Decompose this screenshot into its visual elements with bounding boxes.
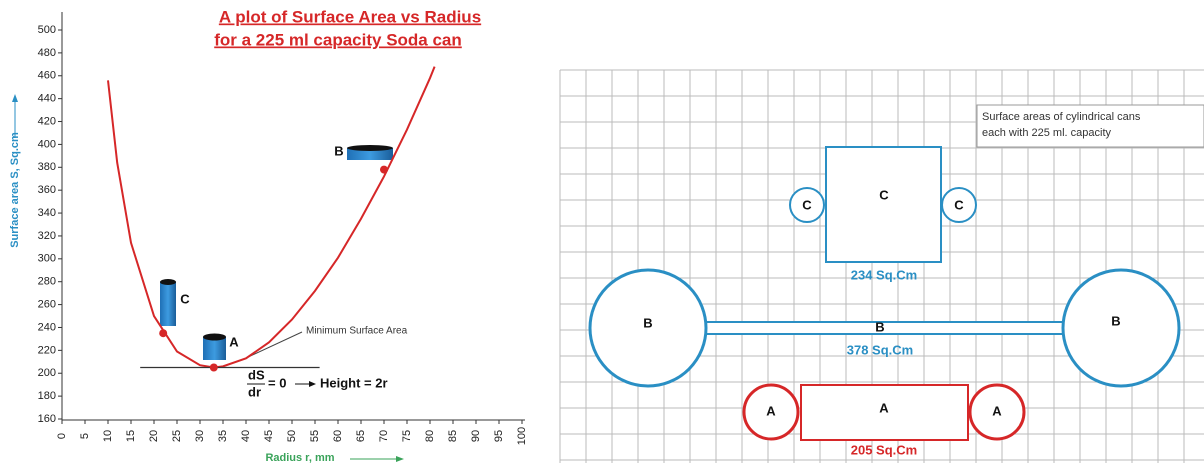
y-tick-label: 180 [38, 390, 56, 402]
point-label: A [229, 334, 239, 349]
point [380, 166, 388, 174]
y-tick-label: 380 [38, 161, 56, 173]
point-label: B [334, 143, 343, 158]
y-tick-label: 420 [38, 115, 56, 127]
area-label: 205 Sq.Cm [851, 442, 917, 457]
can-icon [160, 282, 176, 326]
can-label: B [1111, 313, 1120, 328]
y-tick-label: 220 [38, 344, 56, 356]
can-side [826, 147, 941, 262]
y-axis-label: Surface area S, Sq.cm [9, 132, 21, 248]
y-tick-label: 480 [38, 47, 56, 59]
y-tick-label: 300 [38, 253, 56, 265]
can-icon [203, 334, 226, 341]
annotation: = 0 [268, 375, 286, 390]
page: A plot of Surface Area vs Radius for a 2… [0, 0, 1204, 463]
note: Surface areas of cylindrical cans [982, 111, 1141, 123]
y-tick-label: 440 [38, 93, 56, 105]
can-label: B [875, 319, 884, 334]
x-tick-label: 5 [79, 433, 91, 439]
x-tick-label: 30 [194, 430, 206, 442]
can-icon [160, 279, 176, 285]
x-tick-label: 60 [332, 430, 344, 442]
x-tick-label: 70 [378, 430, 390, 442]
x-tick-label: 0 [56, 433, 68, 439]
x-axis-label: Radius r, mm [265, 452, 334, 463]
x-tick-label: 75 [401, 430, 413, 442]
diagram: Surface areas of cylindrical cans each w… [560, 70, 1204, 463]
x-tick-label: 80 [424, 430, 436, 442]
can-label: A [766, 403, 776, 418]
x-tick-label: 35 [217, 430, 229, 442]
chart-title: for a 225 ml capacity Soda can [214, 30, 462, 49]
can-end [1063, 270, 1179, 386]
x-tick-label: 85 [447, 430, 459, 442]
y-tick-label: 460 [38, 70, 56, 82]
y-tick-label: 320 [38, 230, 56, 242]
x-tick-label: 55 [309, 430, 321, 442]
annotation: Minimum Surface Area [306, 326, 408, 337]
curve [108, 67, 435, 368]
can-label: A [879, 400, 889, 415]
y-tick-label: 400 [38, 138, 56, 150]
point [159, 329, 167, 337]
can-label: A [992, 403, 1002, 418]
x-tick-label: 100 [516, 427, 528, 445]
x-tick-label: 20 [148, 430, 160, 442]
x-tick-label: 90 [470, 430, 482, 442]
x-tick-label: 25 [171, 430, 183, 442]
y-tick-label: 500 [38, 24, 56, 36]
chart-title: A plot of Surface Area vs Radius [219, 7, 481, 26]
can-label: B [643, 315, 652, 330]
annotation: dS [248, 367, 265, 382]
x-tick-label: 10 [102, 430, 114, 442]
arrow [309, 381, 316, 387]
leader-line [246, 332, 302, 358]
can-label: C [954, 197, 964, 212]
can-icon [347, 145, 393, 151]
x-tick-label: 15 [125, 430, 137, 442]
x-tick-label: 95 [493, 430, 505, 442]
area-label: 234 Sq.Cm [851, 267, 917, 282]
x-tick-label: 40 [240, 430, 252, 442]
y-tick-label: 200 [38, 367, 56, 379]
y-tick-label: 160 [38, 413, 56, 425]
can-label: C [802, 197, 812, 212]
point-label: C [180, 291, 190, 306]
y-tick-label: 360 [38, 184, 56, 196]
y-tick-label: 280 [38, 276, 56, 288]
can-label: C [879, 187, 889, 202]
chart: A plot of Surface Area vs Radius for a 2… [9, 7, 528, 463]
y-tick-label: 260 [38, 298, 56, 310]
x-tick-label: 65 [355, 430, 367, 442]
arrow [396, 456, 404, 462]
annotation: dr [248, 384, 261, 399]
note: each with 225 ml. capacity [982, 127, 1112, 139]
y-tick-label: 340 [38, 207, 56, 219]
area-label: 378 Sq.Cm [847, 342, 913, 357]
arrow [12, 94, 18, 102]
x-tick-label: 45 [263, 430, 275, 442]
annotation: Height = 2r [320, 375, 388, 390]
y-tick-label: 240 [38, 321, 56, 333]
point [210, 364, 218, 372]
x-tick-label: 50 [286, 430, 298, 442]
